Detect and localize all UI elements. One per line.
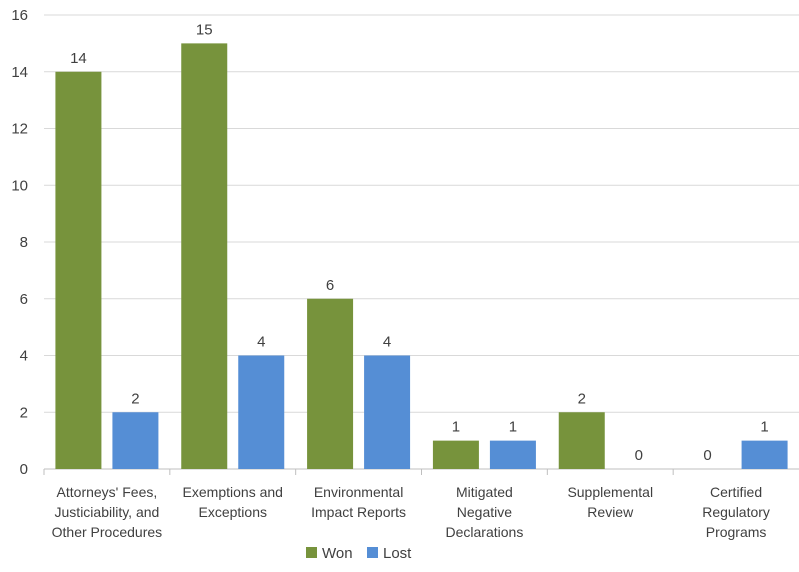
x-tick-label-line: Supplemental xyxy=(567,484,653,500)
legend: Won Lost xyxy=(306,545,412,562)
y-tick-label: 8 xyxy=(20,234,28,251)
x-tick-label: Certified Regulatory Programs xyxy=(702,484,770,540)
bar-lost xyxy=(489,440,536,469)
y-tick-label: 0 xyxy=(20,461,28,478)
x-tick-label-line: Attorneys' Fees, xyxy=(57,484,158,500)
data-label-won: 2 xyxy=(578,390,586,407)
x-tick-label-line: Mitigated xyxy=(456,484,513,500)
data-label-lost: 2 xyxy=(131,390,139,407)
bar-lost xyxy=(112,412,159,469)
x-tick-label: Exemptions and Exceptions xyxy=(183,484,283,520)
x-tick-label: Mitigated Negative Declarations xyxy=(446,484,524,540)
gridlines xyxy=(44,14,799,470)
x-tick-label: Environmental Impact Reports xyxy=(311,484,406,520)
data-label-won: 6 xyxy=(326,277,334,294)
x-tick-label: Attorneys' Fees, Justiciability, and Other… xyxy=(52,484,163,540)
x-tick-label-line: Review xyxy=(587,504,634,520)
y-tick-label: 4 xyxy=(20,348,28,365)
y-tick-label: 6 xyxy=(20,291,28,308)
data-labels: 14 15 6 1 2 0 2 4 4 1 0 1 xyxy=(70,21,769,464)
legend-label-won: Won xyxy=(322,545,353,562)
data-label-won: 1 xyxy=(452,419,460,436)
legend-swatch-won xyxy=(306,547,317,558)
data-label-lost: 1 xyxy=(760,419,768,436)
legend-swatch-lost xyxy=(367,547,378,558)
bar-won xyxy=(307,298,354,469)
x-tick-label-line: Justiciability, and xyxy=(55,504,160,520)
bar-lost xyxy=(741,440,788,469)
y-tick-label: 16 xyxy=(11,7,28,24)
x-tick-label-line: Regulatory xyxy=(702,504,770,520)
data-label-lost: 1 xyxy=(509,419,517,436)
x-tick-label-line: Impact Reports xyxy=(311,504,406,520)
bar-won xyxy=(181,43,228,469)
y-axis-ticks: 0 2 4 6 8 10 12 14 16 xyxy=(11,7,28,478)
y-tick-label: 2 xyxy=(20,404,28,421)
data-label-won: 0 xyxy=(703,447,711,464)
x-tick-label-line: Programs xyxy=(706,524,767,540)
x-tick-label-line: Declarations xyxy=(446,524,524,540)
bar-won xyxy=(432,440,479,469)
y-tick-label: 10 xyxy=(11,177,28,194)
y-tick-label: 12 xyxy=(11,121,28,138)
x-tick-label: Supplemental Review xyxy=(567,484,653,520)
x-tick-label-line: Other Procedures xyxy=(52,524,163,540)
x-tick-label-line: Environmental xyxy=(314,484,404,500)
x-tick-label-line: Certified xyxy=(710,484,762,500)
bar-won xyxy=(558,412,605,469)
bar-lost xyxy=(364,355,411,469)
y-tick-label: 14 xyxy=(11,64,28,81)
bar-lost xyxy=(238,355,285,469)
data-label-lost: 0 xyxy=(635,447,643,464)
data-label-won: 15 xyxy=(196,21,213,38)
bars xyxy=(55,43,788,469)
data-label-lost: 4 xyxy=(383,334,391,351)
x-tick-label-line: Negative xyxy=(457,504,512,520)
x-tick-label-line: Exemptions and xyxy=(183,484,283,500)
data-label-lost: 4 xyxy=(257,334,265,351)
legend-label-lost: Lost xyxy=(383,545,412,562)
bar-won xyxy=(55,71,102,469)
data-label-won: 14 xyxy=(70,50,87,67)
x-axis-ticks: Attorneys' Fees, Justiciability, and Other… xyxy=(43,469,770,540)
x-tick-label-line: Exceptions xyxy=(199,504,267,520)
